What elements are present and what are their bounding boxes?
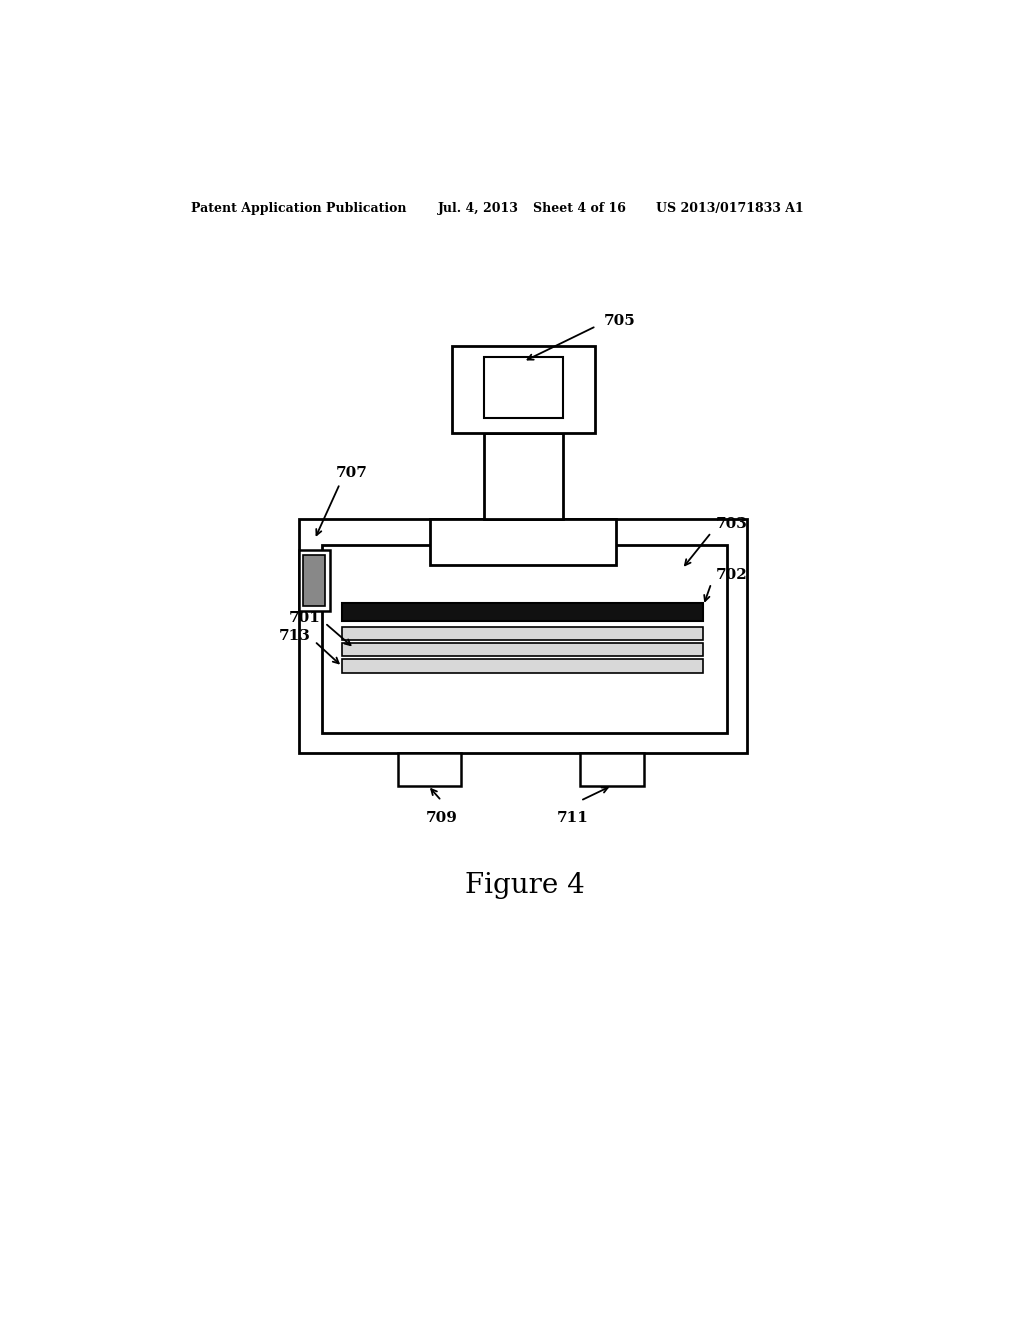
Bar [323, 545, 727, 733]
Text: Jul. 4, 2013: Jul. 4, 2013 [437, 202, 518, 215]
Text: 713: 713 [279, 630, 310, 643]
Text: 711: 711 [556, 810, 589, 825]
Text: 703: 703 [715, 517, 748, 532]
Bar [342, 643, 703, 656]
Bar [342, 660, 703, 673]
Bar [299, 549, 331, 611]
Bar [342, 627, 703, 640]
Bar [299, 519, 748, 752]
Text: Patent Application Publication: Patent Application Publication [191, 202, 407, 215]
Text: US 2013/0171833 A1: US 2013/0171833 A1 [655, 202, 804, 215]
Bar [303, 554, 325, 606]
Text: Sheet 4 of 16: Sheet 4 of 16 [532, 202, 626, 215]
Text: 709: 709 [426, 810, 458, 825]
Bar [483, 356, 563, 417]
Bar [452, 346, 595, 433]
Text: 705: 705 [604, 314, 636, 329]
Bar [397, 752, 461, 785]
Bar [483, 433, 563, 519]
Text: 707: 707 [336, 466, 368, 480]
Text: Figure 4: Figure 4 [465, 871, 585, 899]
Bar [342, 602, 703, 620]
Text: 702: 702 [715, 568, 748, 582]
Text: 701: 701 [289, 611, 321, 624]
Bar [430, 519, 616, 565]
Bar [581, 752, 644, 785]
